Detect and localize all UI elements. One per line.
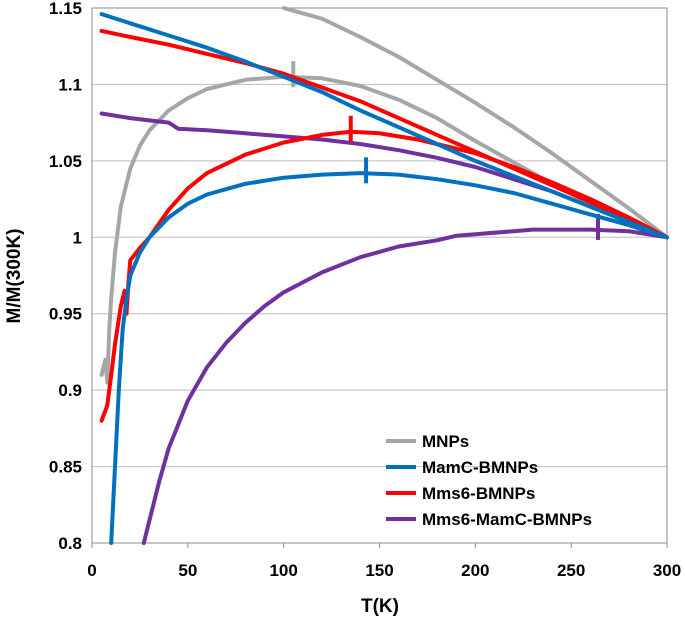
y-tick-label: 1.15 (49, 0, 82, 18)
grid-lines (92, 7, 667, 544)
series-line-mnps-fc (99, 74, 669, 385)
y-tick-label: 0.9 (58, 381, 82, 400)
x-tick-label: 0 (87, 561, 96, 580)
x-tick-label: 200 (461, 561, 489, 580)
y-tick-label: 1.05 (49, 152, 82, 171)
x-tick-label: 50 (178, 561, 197, 580)
plot-area (91, 7, 668, 544)
series-line-mamc-bmnps-fc (109, 171, 669, 545)
series-line-mms6-bmnps-fc (99, 129, 669, 423)
legend-label: MamC-BMNPs (422, 458, 538, 477)
series-line-mms6-bmnps-zfc (99, 28, 669, 240)
x-tick-label: 100 (269, 561, 297, 580)
y-axis-title: M/M(300K) (4, 228, 25, 323)
y-tick-label: 0.85 (49, 458, 82, 477)
series-line-mamc-bmnps-zfc (99, 12, 669, 240)
legend-label: MNPs (422, 432, 469, 451)
legend: MNPs MamC-BMNPs Mms6-BMNPs Mms6-MamC-BMNPs (386, 432, 592, 529)
y-tick-label: 1 (73, 228, 82, 247)
legend-label: Mms6-MamC-BMNPs (422, 510, 592, 529)
x-tick-label: 150 (365, 561, 393, 580)
y-tick-label: 1.1 (58, 75, 82, 94)
x-axis-title: T(K) (361, 596, 399, 617)
x-tick-label: 300 (653, 561, 681, 580)
series-layer (99, 6, 669, 545)
y-tick-label: 0.95 (49, 305, 82, 324)
tick-labels: 0.8 0.85 0.9 0.95 1 1.05 1.1 1.15 0 50 100 150 200 25… (49, 0, 681, 580)
series-line-mms6-mamc-bmnps-fc (141, 227, 669, 545)
y-tick-label: 0.8 (58, 534, 82, 553)
series-line-mnps-zfc (281, 6, 669, 240)
legend-label: Mms6-BMNPs (422, 484, 535, 503)
x-tick-label: 250 (557, 561, 585, 580)
